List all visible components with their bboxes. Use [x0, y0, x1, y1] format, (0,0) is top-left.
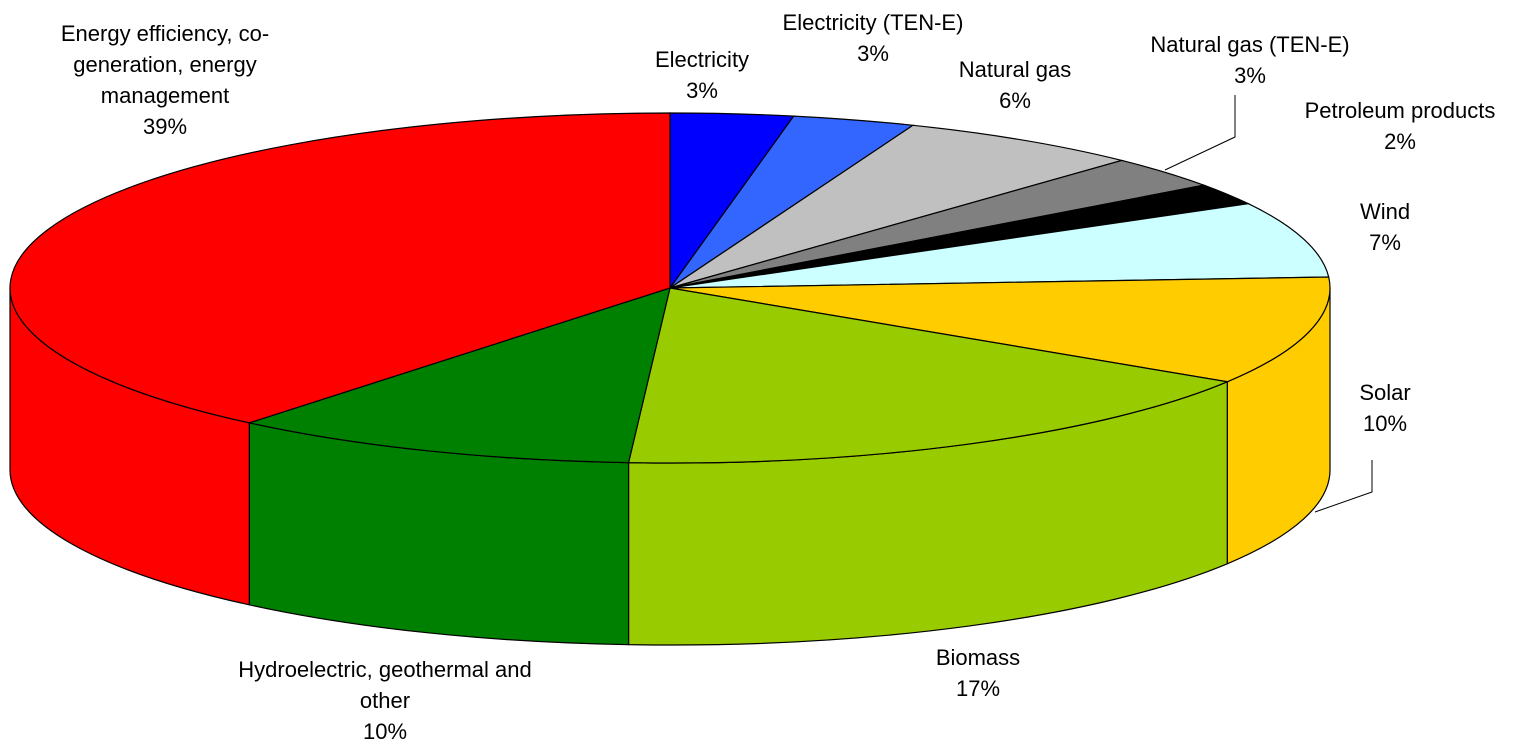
value-label: 10% — [1362, 411, 1408, 436]
leader-line — [1164, 95, 1236, 171]
value-label: 3% — [686, 78, 718, 103]
slice-label: Hydroelectric, geothermal and other 10% — [235, 654, 535, 747]
leader-line — [1314, 460, 1373, 513]
slice-label: Biomass 17% — [878, 642, 1078, 704]
category-name: Natural gas — [958, 57, 1072, 82]
slice-label: Electricity 3% — [602, 44, 802, 106]
value-label: 3% — [1234, 63, 1266, 88]
category-name: Petroleum products — [1304, 98, 1496, 123]
category-name: Electricity (TEN-E) — [782, 10, 964, 35]
value-label: 10% — [362, 719, 408, 744]
slice-label: Energy efficiency, co-generation, energy… — [20, 18, 310, 142]
pie-slice — [246, 287, 671, 464]
category-name: Biomass — [935, 645, 1021, 670]
pie-walls — [9, 287, 1331, 646]
category-name: Solar — [1359, 380, 1411, 405]
value-label: 3% — [857, 41, 889, 66]
category-name: Energy efficiency, co-generation, energy… — [60, 21, 270, 108]
pie-slice — [9, 112, 671, 424]
slice-label: Natural gas (TEN-E) 3% — [1120, 29, 1380, 91]
pie-tops — [9, 112, 1331, 464]
slice-label: Petroleum products 2% — [1270, 95, 1530, 157]
slice-label: Wind 7% — [1325, 196, 1445, 258]
pie-slice — [669, 124, 1125, 289]
category-name: Hydroelectric, geothermal and other — [238, 657, 532, 713]
slice-label: Natural gas 6% — [915, 54, 1115, 116]
category-name: Wind — [1359, 199, 1411, 224]
value-label: 6% — [999, 88, 1031, 113]
value-label: 7% — [1369, 230, 1401, 255]
pie-slice — [627, 287, 1230, 464]
category-name: Electricity — [654, 47, 750, 72]
value-label: 17% — [955, 676, 1001, 701]
value-label: 39% — [142, 114, 188, 139]
pie-slice — [669, 203, 1330, 289]
pie-slice — [669, 276, 1331, 383]
category-name: Natural gas (TEN-E) — [1150, 32, 1350, 57]
slice-label: Electricity (TEN-E) 3% — [753, 7, 993, 69]
slice-label: Solar 10% — [1325, 377, 1445, 439]
value-label: 2% — [1384, 129, 1416, 154]
